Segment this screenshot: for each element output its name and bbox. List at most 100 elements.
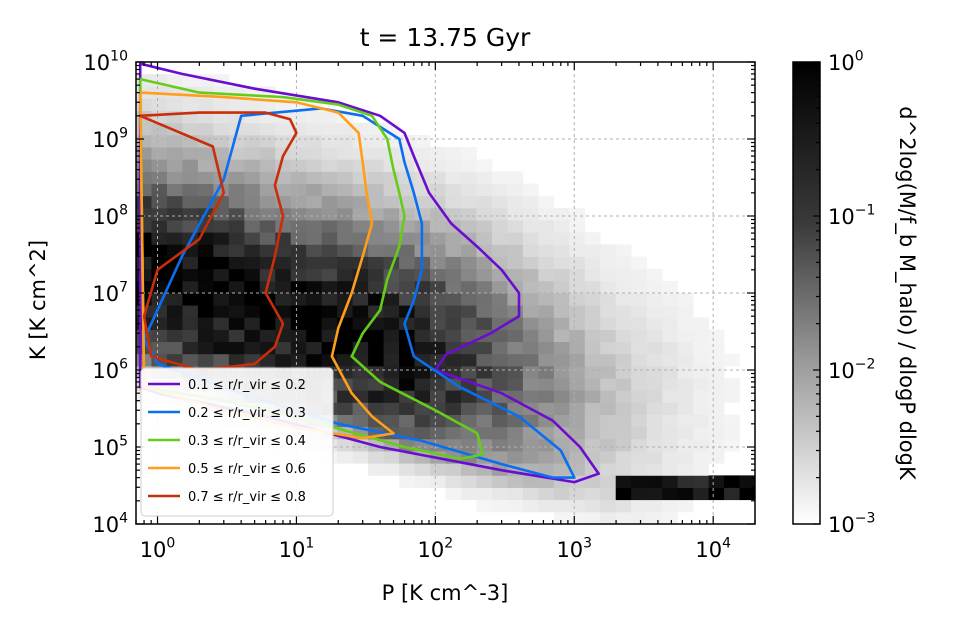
heatmap-cell: [259, 207, 276, 221]
heatmap-cell: [430, 353, 446, 367]
heatmap-cell: [213, 134, 230, 148]
heatmap-cell: [414, 293, 431, 306]
heatmap-cell: [166, 317, 183, 330]
heatmap-cell: [476, 195, 493, 209]
heatmap-cell: [337, 280, 354, 294]
heatmap-cell: [476, 220, 493, 233]
heatmap-cell: [538, 451, 555, 464]
heatmap-cell: [136, 98, 152, 112]
heatmap-cell: [244, 280, 261, 294]
heatmap-cell: [306, 195, 323, 209]
heatmap-cell: [399, 317, 415, 330]
heatmap-cell: [538, 207, 555, 221]
heatmap-cell: [476, 390, 493, 403]
heatmap-cell: [430, 402, 446, 415]
heatmap-cell: [321, 256, 338, 270]
heatmap-cell: [445, 402, 462, 415]
heatmap-cell: [259, 232, 276, 245]
heatmap-cell: [197, 280, 214, 294]
heatmap-cell: [321, 159, 338, 172]
heatmap-cell: [538, 438, 555, 452]
heatmap-cell: [414, 317, 431, 330]
heatmap-cell: [445, 183, 462, 197]
heatmap-cell: [290, 220, 307, 233]
heatmap-cell: [275, 122, 292, 136]
heatmap-cell: [445, 329, 462, 343]
heatmap-cell: [275, 293, 292, 306]
heatmap-cell: [151, 232, 168, 245]
heatmap-cell: [677, 378, 694, 391]
heatmap-cell: [306, 317, 323, 330]
heatmap-cell: [538, 463, 555, 476]
heatmap-cell: [569, 402, 586, 415]
heatmap-cell: [584, 268, 601, 282]
heatmap-cell: [615, 256, 632, 270]
heatmap-cell: [166, 244, 183, 257]
heatmap-cell: [259, 171, 276, 184]
heatmap-cell: [383, 293, 400, 306]
heatmap-cell: [662, 329, 679, 343]
heatmap-cell: [569, 280, 586, 294]
heatmap-cell: [662, 475, 679, 488]
heatmap-cell: [522, 232, 539, 245]
heatmap-cell: [476, 499, 493, 513]
heatmap-cell: [646, 499, 663, 513]
heatmap-cell: [615, 426, 632, 440]
heatmap-cell: [538, 402, 555, 415]
heatmap-cell: [491, 293, 508, 306]
heatmap-cell: [677, 475, 694, 488]
heatmap-cell: [584, 244, 601, 257]
heatmap-cell: [182, 317, 199, 330]
heatmap-cell: [553, 317, 570, 330]
heatmap-cell: [569, 414, 586, 428]
heatmap-cell: [383, 280, 400, 294]
heatmap-cell: [399, 475, 415, 488]
heatmap-cell: [290, 305, 307, 318]
heatmap-cell: [197, 244, 214, 257]
heatmap-cell: [491, 475, 508, 488]
heatmap-cell: [151, 244, 168, 257]
heatmap-cell: [182, 256, 199, 270]
heatmap-cell: [151, 329, 168, 343]
legend: 0.1 ≤ r/r_vir ≤ 0.2 0.2 ≤ r/r_vir ≤ 0.3 0.…: [140, 367, 334, 517]
heatmap-cell: [399, 402, 415, 415]
heatmap-cell: [677, 305, 694, 318]
heatmap-cell: [553, 341, 570, 355]
heatmap-cell: [600, 402, 617, 415]
heatmap-cell: [352, 414, 369, 428]
heatmap-cell: [182, 147, 199, 160]
heatmap-cell: [306, 159, 323, 172]
heatmap-cell: [662, 353, 679, 367]
heatmap-cell: [476, 402, 493, 415]
heatmap-cell: [522, 499, 539, 513]
heatmap-cell: [662, 293, 679, 306]
heatmap-cell: [244, 293, 261, 306]
heatmap-cell: [337, 256, 354, 270]
heatmap-cell: [383, 305, 400, 318]
heatmap-cell: [538, 280, 555, 294]
heatmap-cell: [399, 378, 415, 391]
heatmap-cell: [166, 207, 183, 221]
heatmap-cell: [430, 378, 446, 391]
x-tick-label: 100: [140, 536, 176, 562]
heatmap-cell: [399, 414, 415, 428]
heatmap-cell: [368, 244, 385, 257]
heatmap-cell: [368, 268, 385, 282]
heatmap-cell: [306, 183, 323, 197]
heatmap-cell: [259, 159, 276, 172]
heatmap-cell: [522, 280, 539, 294]
heatmap-cell: [352, 293, 369, 306]
heatmap-cell: [430, 341, 446, 355]
heatmap-cell: [600, 268, 617, 282]
heatmap-cell: [290, 317, 307, 330]
heatmap-cell: [708, 329, 725, 343]
heatmap-cell: [507, 438, 524, 452]
heatmap-cell: [677, 353, 694, 367]
heatmap-cell: [306, 268, 323, 282]
heatmap-cell: [724, 353, 740, 367]
heatmap-cell: [739, 487, 755, 501]
heatmap-cell: [677, 499, 694, 513]
heatmap-cell: [228, 183, 245, 197]
heatmap-cell: [522, 341, 539, 355]
heatmap-cell: [522, 451, 539, 464]
